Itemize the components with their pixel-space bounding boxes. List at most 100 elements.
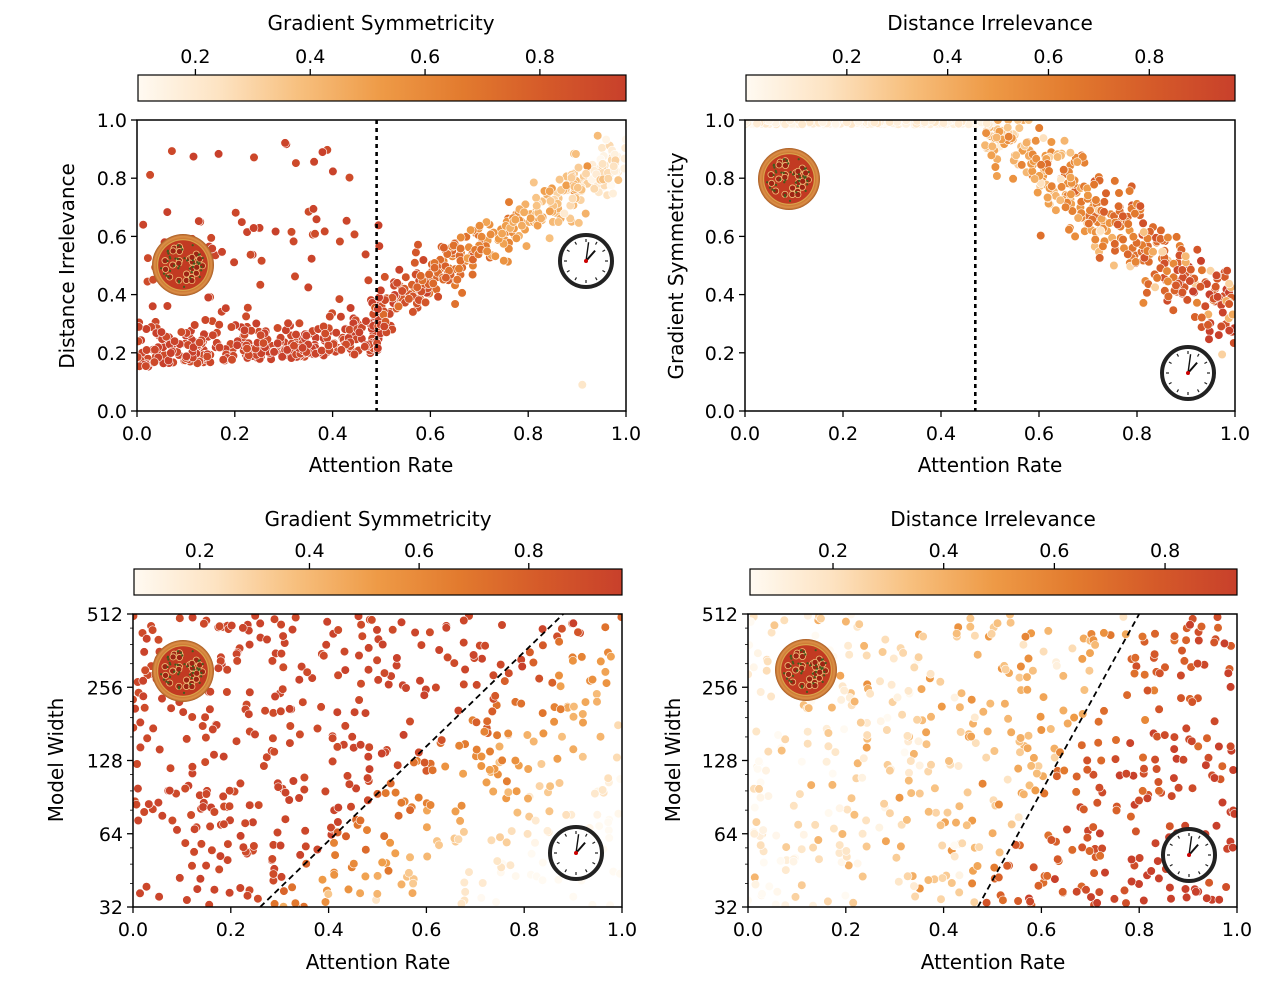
scatter-point bbox=[521, 241, 532, 251]
scatter-point bbox=[154, 892, 164, 902]
scatter-point bbox=[505, 860, 516, 870]
scatter-point bbox=[810, 630, 821, 641]
scatter-point bbox=[200, 757, 210, 767]
scatter-point bbox=[277, 352, 287, 362]
y-tick-label: 1.0 bbox=[97, 110, 127, 132]
scatter-point bbox=[950, 851, 960, 862]
scatter-point bbox=[596, 656, 606, 667]
scatter-point bbox=[181, 351, 191, 362]
scatter-point bbox=[1003, 122, 1013, 133]
scatter-point bbox=[1059, 765, 1069, 776]
scatter-point bbox=[580, 697, 591, 707]
scatter-point bbox=[283, 318, 293, 328]
scatter-point bbox=[135, 742, 145, 753]
y-tick-label: 64 bbox=[99, 824, 123, 846]
scatter-point bbox=[165, 763, 176, 773]
scatter-point bbox=[257, 256, 267, 266]
x-tick-label: 0.6 bbox=[411, 919, 441, 941]
scatter-point bbox=[401, 272, 411, 282]
scatter-point bbox=[1090, 640, 1100, 650]
scatter-point bbox=[1034, 123, 1044, 133]
colorbar-ticks: 0.2 0.4 0.6 0.8 bbox=[818, 540, 1180, 569]
scatter-point bbox=[876, 716, 886, 726]
scatter-point bbox=[828, 768, 838, 779]
scatter-point bbox=[938, 120, 949, 128]
scatter-point bbox=[294, 793, 304, 803]
scatter-point bbox=[1086, 892, 1096, 902]
scatter-point bbox=[808, 842, 818, 853]
scatter-point bbox=[956, 688, 967, 698]
scatter-point bbox=[1138, 298, 1148, 308]
scatter-point bbox=[291, 158, 301, 168]
scatter-point bbox=[991, 132, 1002, 143]
scatter-point bbox=[486, 229, 496, 239]
scatter-point bbox=[1130, 209, 1140, 219]
scatter-point bbox=[356, 620, 366, 630]
scatter-point bbox=[1213, 623, 1223, 633]
scatter-point bbox=[1058, 705, 1068, 716]
scatter-point bbox=[404, 294, 414, 304]
scatter-point bbox=[1197, 312, 1207, 323]
scatter-point bbox=[906, 788, 916, 798]
scatter-point bbox=[215, 621, 225, 631]
scatter-point bbox=[1036, 160, 1046, 170]
scatter-point bbox=[827, 780, 838, 790]
scatter-point bbox=[456, 244, 466, 254]
scatter-point bbox=[590, 788, 600, 799]
scatter-point bbox=[390, 848, 400, 858]
scatter-point bbox=[379, 668, 390, 678]
scatter-point bbox=[906, 756, 916, 766]
scatter-point bbox=[231, 208, 241, 218]
y-tick-label: 32 bbox=[99, 897, 123, 919]
scatter-point bbox=[340, 721, 350, 731]
scatter-point bbox=[978, 707, 988, 717]
scatter-point bbox=[459, 615, 469, 626]
scatter-point bbox=[1129, 668, 1140, 679]
scatter-point bbox=[270, 899, 280, 907]
scatter-point bbox=[268, 733, 278, 743]
scatter-point bbox=[472, 680, 482, 690]
y-tick-label: 0.0 bbox=[705, 401, 735, 423]
scatter-point bbox=[849, 696, 860, 707]
scatter-point bbox=[766, 691, 776, 702]
scatter-point bbox=[165, 785, 175, 796]
scatter-point bbox=[882, 725, 892, 735]
scatter-point bbox=[777, 745, 787, 756]
scatter-point bbox=[455, 816, 465, 826]
scatter-point bbox=[534, 673, 544, 684]
scatter-point bbox=[408, 307, 418, 317]
scatter-point bbox=[1036, 725, 1046, 735]
scatter-point bbox=[372, 889, 382, 899]
scatter-point bbox=[953, 761, 964, 771]
y-tick-label: 128 bbox=[702, 751, 738, 773]
scatter-point bbox=[133, 800, 141, 810]
scatter-point bbox=[187, 861, 197, 871]
scatter-point bbox=[1202, 733, 1212, 743]
scatter-point bbox=[1065, 148, 1075, 158]
scatter-point bbox=[921, 727, 931, 737]
y-axis-label: Model Width bbox=[661, 698, 685, 823]
scatter-point bbox=[813, 835, 823, 845]
scatter-point bbox=[937, 873, 948, 883]
scatter-point bbox=[528, 657, 539, 668]
scatter-point bbox=[373, 675, 383, 685]
scatter-point bbox=[1216, 321, 1226, 332]
scatter-point bbox=[1093, 717, 1104, 727]
scatter-point bbox=[918, 631, 928, 642]
scatter-point bbox=[1000, 664, 1011, 675]
scatter-point bbox=[201, 860, 211, 871]
scatter-point bbox=[983, 726, 993, 737]
scatter-point bbox=[153, 797, 163, 808]
scatter-point bbox=[1121, 769, 1131, 779]
scatter-point bbox=[1169, 732, 1179, 742]
x-tick-label: 0.2 bbox=[220, 423, 250, 445]
scatter-point bbox=[1197, 265, 1207, 275]
scatter-point bbox=[1085, 205, 1095, 215]
scatter-point bbox=[142, 733, 152, 743]
colorbar-title: Gradient Symmetricity bbox=[267, 11, 494, 35]
scatter-point bbox=[803, 739, 813, 749]
scatter-point bbox=[1228, 843, 1237, 853]
scatter-point bbox=[859, 753, 869, 763]
scatter-point bbox=[148, 625, 158, 635]
colorbar-tick-label: 0.8 bbox=[525, 46, 555, 68]
